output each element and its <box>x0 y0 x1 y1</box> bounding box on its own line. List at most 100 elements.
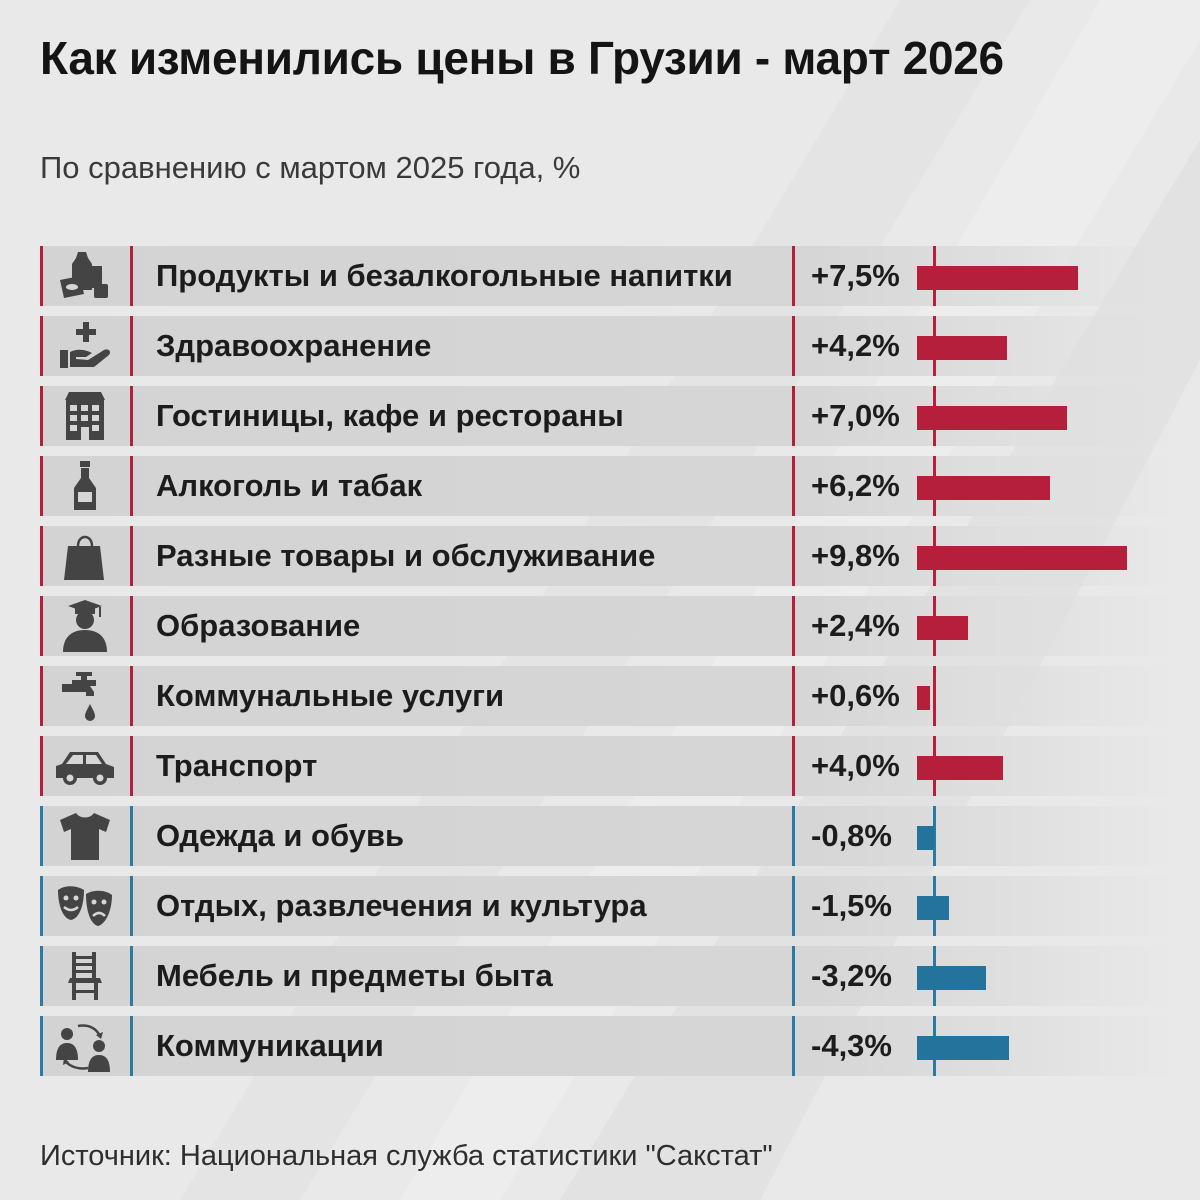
row-separator <box>40 666 43 726</box>
tshirt-icon <box>54 810 116 862</box>
value-label: +4,0% <box>811 748 900 783</box>
row-background <box>40 876 1175 936</box>
healthcare-hand-icon <box>54 320 116 372</box>
row-separator <box>130 806 133 866</box>
row-separator <box>130 246 133 306</box>
chart-subtitle: По сравнению с мартом 2025 года, % <box>40 150 581 185</box>
value-label: +6,2% <box>811 468 900 503</box>
value-label: +7,0% <box>811 398 900 433</box>
row-separator <box>792 526 795 586</box>
row-separator <box>130 1016 133 1076</box>
value-label: -0,8% <box>811 818 892 853</box>
row-separator <box>40 526 43 586</box>
row-separator <box>130 316 133 376</box>
category-label: Продукты и безалкогольные напитки <box>156 258 733 293</box>
row-background <box>40 666 1175 726</box>
row-separator <box>40 596 43 656</box>
row-separator <box>792 946 795 1006</box>
value-label: -3,2% <box>811 958 892 993</box>
row-separator <box>40 806 43 866</box>
row-separator <box>40 386 43 446</box>
chart-row: Транспорт +4,0% <box>40 736 1175 796</box>
row-separator <box>40 736 43 796</box>
chart-row: Гостиницы, кафе и рестораны +7,0% <box>40 386 1175 446</box>
category-label: Разные товары и обслуживание <box>156 538 656 573</box>
row-separator <box>792 666 795 726</box>
row-separator <box>933 666 936 726</box>
value-label: +7,5% <box>811 258 900 293</box>
bar <box>917 686 930 710</box>
category-label: Коммуникации <box>156 1028 384 1063</box>
bar <box>917 896 949 920</box>
row-separator <box>130 596 133 656</box>
row-separator <box>40 456 43 516</box>
category-label: Отдых, развлечения и культура <box>156 888 647 923</box>
category-label: Гостиницы, кафе и рестораны <box>156 398 624 433</box>
value-label: +2,4% <box>811 608 900 643</box>
row-separator <box>792 1016 795 1076</box>
row-separator <box>130 736 133 796</box>
row-separator <box>130 386 133 446</box>
shopping-bag-icon <box>54 530 116 582</box>
chart-row: Одежда и обувь -0,8% <box>40 806 1175 866</box>
bar <box>917 336 1007 360</box>
source-note: Источник: Национальная служба статистики… <box>40 1140 773 1172</box>
bar <box>917 826 934 850</box>
row-separator <box>40 246 43 306</box>
row-background <box>40 596 1175 656</box>
theater-masks-icon <box>54 880 116 932</box>
value-label: -1,5% <box>811 888 892 923</box>
row-separator <box>130 456 133 516</box>
row-separator <box>792 386 795 446</box>
row-separator <box>130 876 133 936</box>
row-background <box>40 806 1175 866</box>
chart-row: Разные товары и обслуживание +9,8% <box>40 526 1175 586</box>
row-separator <box>933 806 936 866</box>
chart-row: Алкоголь и табак +6,2% <box>40 456 1175 516</box>
row-separator <box>792 246 795 306</box>
category-label: Одежда и обувь <box>156 818 405 853</box>
value-label: +0,6% <box>811 678 900 713</box>
bar <box>917 1036 1009 1060</box>
category-label: Мебель и предметы быта <box>156 958 553 993</box>
row-separator <box>792 806 795 866</box>
chart-title: Как изменились цены в Грузии - март 2026 <box>40 32 1004 84</box>
category-label: Алкоголь и табак <box>156 468 423 503</box>
row-separator <box>130 946 133 1006</box>
row-separator <box>130 526 133 586</box>
row-separator <box>40 946 43 1006</box>
chart-row: Отдых, развлечения и культура -1,5% <box>40 876 1175 936</box>
bar <box>917 266 1078 290</box>
car-icon <box>54 740 116 792</box>
row-separator <box>130 666 133 726</box>
category-label: Коммунальные услуги <box>156 678 505 713</box>
bar <box>917 616 968 640</box>
value-label: -4,3% <box>811 1028 892 1063</box>
water-tap-icon <box>54 670 116 722</box>
row-separator <box>792 596 795 656</box>
chart-row: Образование +2,4% <box>40 596 1175 656</box>
row-separator <box>40 876 43 936</box>
value-label: +9,8% <box>811 538 900 573</box>
row-separator <box>792 876 795 936</box>
row-separator <box>792 736 795 796</box>
category-label: Транспорт <box>156 748 318 783</box>
value-label: +4,2% <box>811 328 900 363</box>
chart-row: Продукты и безалкогольные напитки +7,5% <box>40 246 1175 306</box>
graduate-icon <box>54 600 116 652</box>
bar <box>917 476 1050 500</box>
bar <box>917 546 1127 570</box>
chart-row: Коммунальные услуги +0,6% <box>40 666 1175 726</box>
communication-people-icon <box>54 1020 116 1072</box>
bar <box>917 756 1003 780</box>
row-separator <box>792 456 795 516</box>
category-label: Здравоохранение <box>156 328 432 363</box>
row-separator <box>40 1016 43 1076</box>
bar <box>917 966 986 990</box>
bottle-icon <box>54 460 116 512</box>
chart-row: Мебель и предметы быта -3,2% <box>40 946 1175 1006</box>
bar <box>917 406 1067 430</box>
grocery-icon <box>54 250 116 302</box>
row-separator <box>792 316 795 376</box>
